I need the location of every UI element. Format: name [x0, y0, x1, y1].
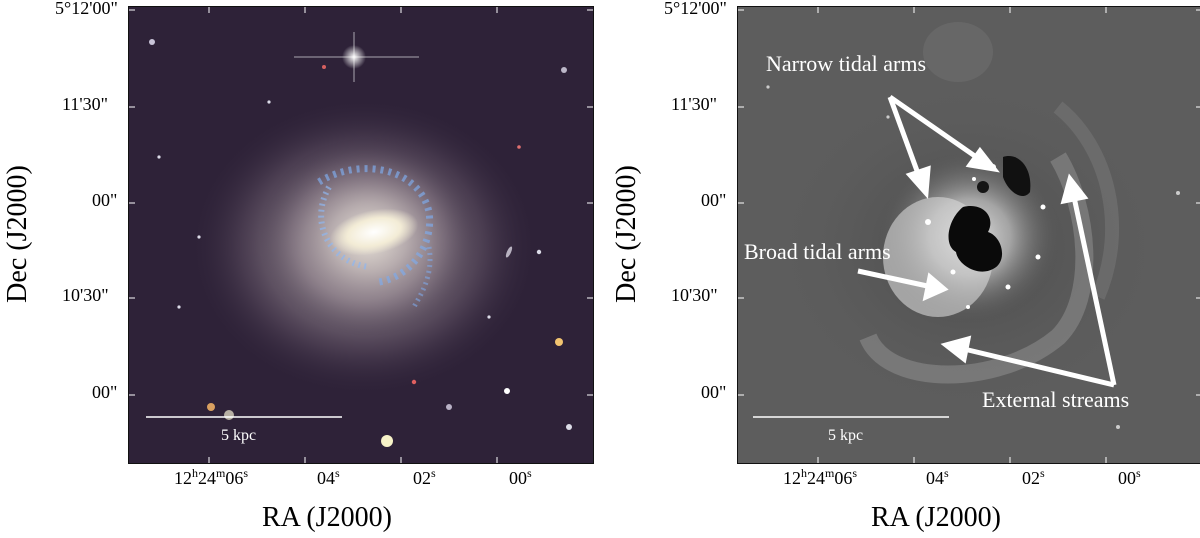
- dec-tick-label: 11'30": [62, 94, 108, 114]
- broad-arm-arrow: [857, 268, 933, 290]
- dec-tick-label: 10'30": [62, 285, 109, 305]
- external-stream-arrow: [1071, 196, 1117, 386]
- ra-tick-label: 04s: [926, 466, 949, 488]
- ra-tick-label: 00s: [509, 466, 532, 488]
- ra-tick-label: 00s: [1118, 466, 1141, 488]
- broad-tidal-arms-label: Broad tidal arms: [744, 239, 891, 264]
- dec-tick-label: 00": [701, 382, 727, 402]
- ra-tick-label: 02s: [1022, 466, 1045, 488]
- scale-bar-label: 5 kpc: [221, 427, 257, 444]
- y-axis-label: Dec (J2000): [2, 165, 33, 303]
- narrow-tidal-arms-label: Narrow tidal arms: [766, 51, 927, 76]
- galaxy-color-image: [129, 7, 593, 463]
- dec-tick-label: 5°12'00": [664, 0, 727, 18]
- y-axis-label: Dec (J2000): [611, 165, 642, 303]
- ra-tick-label: 02s: [413, 466, 436, 488]
- dec-tick-label: 00": [92, 382, 118, 402]
- x-axis-label: RA (J2000): [871, 502, 1001, 533]
- scale-bar-label: 5 kpc: [828, 427, 864, 444]
- dec-tick-label: 00": [92, 190, 118, 210]
- dec-tick-label: 10'30": [671, 285, 718, 305]
- galaxy-residual-image: [738, 7, 1200, 463]
- ra-tick-label: 04s: [317, 466, 340, 488]
- dec-tick-label: 00": [701, 190, 727, 210]
- color-image-panel: 5 kpc: [128, 6, 594, 464]
- x-axis-label: RA (J2000): [262, 502, 392, 533]
- ra-tick-label: 12h24m06s: [783, 466, 858, 488]
- ra-tick-label: 12h24m06s: [174, 466, 249, 488]
- narrow-arm-arrow: [888, 94, 984, 164]
- external-streams-label: External streams: [982, 387, 1130, 412]
- unsharp-mask-panel: 5 kpc Narrow tidal arms Broad tidal arms…: [737, 6, 1200, 464]
- narrow-arm-arrow: [887, 96, 923, 180]
- dec-tick-label: 11'30": [671, 94, 717, 114]
- external-stream-arrow: [963, 346, 1115, 388]
- dec-tick-label: 5°12'00": [55, 0, 118, 18]
